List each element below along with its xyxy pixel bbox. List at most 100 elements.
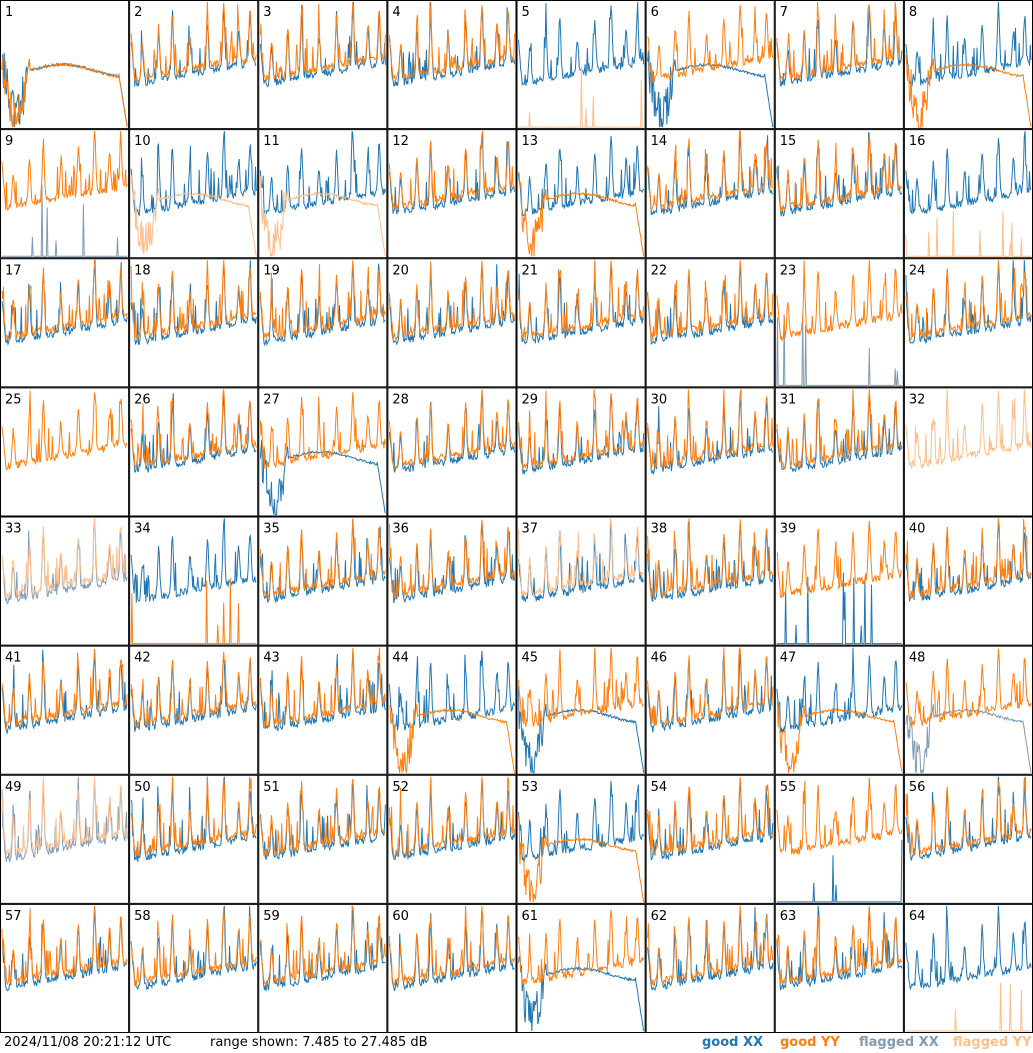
series-xx-line [647,522,774,602]
series-yy-line [647,777,774,856]
panel-frame [0,516,130,646]
panel-label: 18 [134,263,151,278]
panel-frame [516,129,646,259]
series-xx-line [518,135,645,217]
series-yy-line [647,260,774,341]
panel-61: 61 [516,903,646,1033]
panel-label: 26 [134,392,151,407]
series-xx-line [647,135,774,216]
panel-label: 21 [522,263,539,278]
series-xx-line [905,131,1032,215]
series-yy-line [905,260,1032,341]
series-yy-line [647,389,774,469]
panel-label: 28 [392,392,409,407]
panel-label: 15 [780,134,797,149]
series-yy-line [259,779,386,857]
panel-frame [645,645,775,775]
panel-label: 52 [392,780,409,795]
series-xx-line [776,572,902,645]
series-xx-line [259,130,386,216]
panel-frame [0,129,130,259]
panel-label: 59 [263,909,280,924]
series-yy-line [776,905,903,985]
series-yy-line [130,577,257,645]
panel-frame [516,387,646,517]
series-yy-line [388,1,515,80]
series-yy-line [518,815,645,902]
panel-44: 44 [387,645,517,775]
series-yy-line [905,982,1031,1032]
series-yy-line [1,648,128,728]
panel-frame [129,903,259,1033]
panel-53: 53 [516,774,646,904]
panel-frame [645,903,775,1033]
panel-frame [645,387,775,517]
panel-frame [0,645,130,775]
panel-frame [258,903,388,1033]
series-xx-line [388,395,515,473]
panel-label: 36 [392,522,409,537]
series-yy-line [259,260,386,339]
panel-label: 62 [651,909,668,924]
panel-frame [258,258,388,388]
panel-label: 32 [909,392,926,407]
panel-frame [645,129,775,259]
series-yy-line [1,259,128,341]
panel-label: 58 [134,909,151,924]
series-yy-line [1,390,128,471]
series-yy-line [388,130,515,211]
series-yy-line [647,647,774,727]
panel-63: 63 [774,903,904,1033]
panel-frame [774,387,904,517]
panel-frame [387,387,517,517]
panel-label: 56 [909,780,926,795]
panel-15: 15 [774,129,904,259]
panel-frame [774,0,904,130]
series-yy-line [518,171,645,257]
panel-frame [129,774,259,904]
series-yy-line [647,4,774,84]
panel-36: 36 [387,516,517,646]
series-xx-line [259,263,386,347]
panel-45: 45 [516,645,646,775]
series-yy-line [259,518,386,598]
series-yy-line [259,175,386,257]
panel-48: 48 [903,645,1033,775]
series-xx-line [130,776,257,862]
panel-label: 12 [392,134,409,149]
panel-frame [774,516,904,646]
panel-54: 54 [645,774,775,904]
series-yy-line [647,905,774,987]
series-yy-line [905,389,1032,469]
series-xx-line [776,647,903,733]
panel-label: 24 [909,263,926,278]
series-xx-line [776,840,903,903]
panel-frame [516,645,646,775]
series-yy-line [776,260,903,342]
panel-27: 27 [258,387,388,517]
panel-frame [774,903,904,1033]
panel-frame [516,0,646,130]
panel-38: 38 [645,516,775,646]
panel-label: 44 [392,651,409,666]
series-xx-line [776,8,903,87]
panel-label: 17 [5,263,22,278]
panel-label: 13 [522,134,539,149]
panel-43: 43 [258,645,388,775]
panel-label: 49 [5,780,22,795]
series-yy-line [776,389,903,470]
series-yy-line [388,519,515,599]
legend-flagged-xx: flagged XX [859,1035,939,1050]
series-xx-line [776,313,902,386]
panel-label: 55 [780,780,797,795]
series-xx-line [905,704,1032,774]
series-yy-line [905,648,1032,728]
panel-label: 48 [909,651,926,666]
panel-8: 8 [903,0,1033,130]
panel-frame [258,387,388,517]
series-yy-line [130,652,257,729]
panel-label: 2 [134,5,142,20]
panel-label: 30 [651,392,668,407]
series-yy-line [905,55,1032,128]
panel-14: 14 [645,129,775,259]
